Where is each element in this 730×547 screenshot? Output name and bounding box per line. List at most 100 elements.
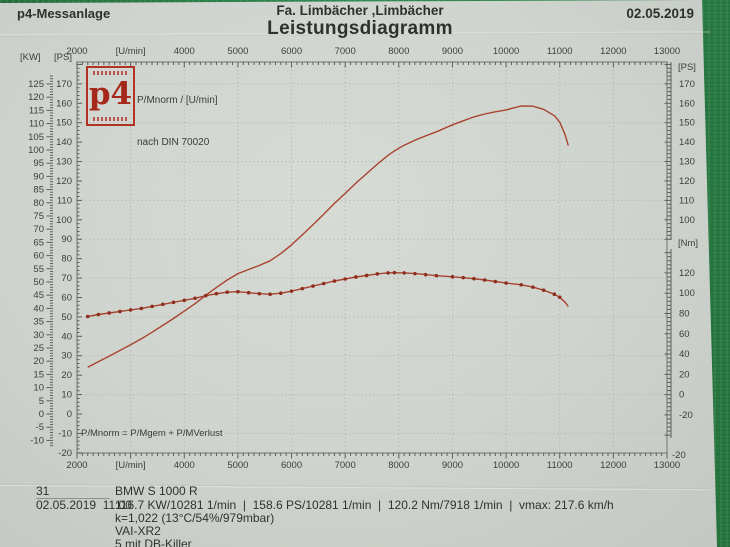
svg-text:60: 60 (61, 292, 72, 303)
svg-text:60: 60 (679, 329, 690, 340)
svg-text:10: 10 (33, 383, 44, 394)
company-name: Fa. Limbächer ,Limbächer (276, 3, 444, 18)
svg-text:0: 0 (67, 409, 72, 420)
svg-text:130: 130 (56, 157, 72, 168)
svg-text:50: 50 (33, 277, 44, 288)
kw-axis: -10 -5 0 5 10 15 20 25 30 35 40 45 50 55 60 65 70 75 80 85 9… (20, 52, 53, 446)
svg-text:40: 40 (679, 349, 690, 360)
svg-text:160: 160 (679, 98, 695, 109)
svg-text:4000: 4000 (174, 460, 195, 471)
svg-text:140: 140 (56, 137, 72, 148)
svg-text:30: 30 (33, 330, 44, 341)
svg-text:5: 5 (39, 396, 44, 407)
svg-text:140: 140 (679, 137, 695, 148)
svg-text:9000: 9000 (442, 460, 463, 471)
svg-text:12000: 12000 (600, 460, 626, 471)
svg-text:4000: 4000 (174, 46, 195, 57)
report-header: Fa. Limbächer ,Limbächer Leistungsdiagra… (120, 3, 600, 40)
svg-text:10000: 10000 (493, 46, 519, 57)
svg-text:75: 75 (33, 211, 44, 222)
svg-text:30: 30 (61, 351, 72, 362)
p4-logo: p4 (86, 66, 135, 126)
svg-text:45: 45 (33, 290, 44, 301)
logo-text: p4 (88, 76, 133, 112)
report-date: 02.05.2019 (626, 6, 694, 21)
torque-curve (87, 272, 569, 318)
svg-text:35: 35 (33, 317, 44, 328)
svg-text:-20: -20 (679, 410, 693, 421)
svg-text:95: 95 (33, 158, 44, 169)
svg-text:80: 80 (33, 198, 44, 209)
svg-text:11000: 11000 (547, 460, 573, 471)
svg-text:-5: -5 (36, 422, 44, 433)
svg-text:6000: 6000 (281, 46, 302, 57)
svg-text:12000: 12000 (600, 46, 626, 57)
x-axis-bottom: 2000 [U/min] 4000 5000 6000 7000 8000 9000 10000… (66, 453, 680, 471)
svg-text:11000: 11000 (547, 46, 573, 57)
svg-text:110: 110 (29, 119, 44, 130)
legend-line-1: P/Mnorm / [U/min] (137, 95, 218, 106)
svg-text:0: 0 (39, 409, 44, 420)
svg-text:[KW]: [KW] (20, 52, 41, 63)
svg-text:100: 100 (679, 215, 695, 226)
correction-factor: k=1,022 (13°C/54%/979mbar) (115, 511, 275, 525)
run-datetime: 02.05.2019 11:00 (36, 498, 132, 512)
svg-text:100: 100 (56, 215, 72, 226)
ps-axis-right: 100 110 120 130 140 150 160 170 [PS] (664, 62, 696, 240)
vehicle-name: BMW S 1000 R (115, 484, 198, 498)
svg-text:120: 120 (28, 92, 44, 103)
svg-text:2000: 2000 (66, 460, 87, 471)
svg-text:9000: 9000 (442, 46, 463, 57)
svg-text:[PS]: [PS] (678, 62, 696, 73)
svg-text:90: 90 (61, 234, 72, 245)
svg-text:120: 120 (679, 176, 695, 187)
test-mode: VAI-XR2 (115, 524, 161, 538)
svg-text:[PS]: [PS] (54, 52, 72, 63)
svg-text:10: 10 (61, 390, 72, 401)
svg-text:8000: 8000 (388, 46, 409, 57)
svg-text:15: 15 (33, 369, 44, 380)
svg-text:130: 130 (679, 157, 695, 168)
svg-text:5000: 5000 (227, 46, 248, 57)
svg-text:2000: 2000 (66, 46, 87, 57)
svg-text:50: 50 (61, 312, 72, 323)
page-title: Leistungsdiagramm (267, 18, 453, 39)
run-number: 31 (36, 484, 110, 499)
legend-line-2: nach DIN 70020 (137, 137, 210, 148)
svg-text:7000: 7000 (335, 460, 356, 471)
svg-text:170: 170 (679, 79, 695, 90)
svg-text:-10: -10 (30, 435, 44, 446)
svg-text:13000: 13000 (654, 460, 680, 471)
svg-text:150: 150 (56, 118, 72, 129)
svg-text:120: 120 (56, 176, 72, 187)
ps-axis-left: -20 -10 0 10 20 30 40 50 60 70 80 90 100 110 120 130 140… (54, 52, 82, 459)
svg-text:90: 90 (33, 171, 44, 182)
svg-text:-20: -20 (58, 448, 72, 459)
svg-text:25: 25 (33, 343, 44, 354)
svg-text:55: 55 (33, 264, 44, 275)
svg-text:70: 70 (33, 224, 44, 235)
svg-text:115: 115 (29, 105, 44, 116)
logo-micro-text-bottom (92, 117, 129, 121)
svg-text:6000: 6000 (281, 460, 302, 471)
svg-text:70: 70 (61, 273, 72, 284)
chart-footnote: P/Mnorm = P/Mgem + P/MVerlust (81, 428, 223, 439)
svg-text:100: 100 (679, 288, 695, 299)
svg-text:0: 0 (679, 390, 684, 401)
logo-micro-text-top (92, 71, 129, 75)
svg-text:40: 40 (33, 303, 44, 314)
svg-text:125: 125 (28, 79, 44, 90)
svg-text:13000: 13000 (654, 46, 680, 57)
svg-text:[U/min]: [U/min] (116, 460, 146, 471)
chart-legend: P/Mnorm / [U/min] nach DIN 70020 (137, 66, 218, 178)
svg-text:[Nm]: [Nm] (678, 238, 698, 249)
svg-text:85: 85 (33, 185, 44, 196)
svg-text:20: 20 (679, 369, 690, 380)
svg-text:100: 100 (28, 145, 44, 156)
svg-text:8000: 8000 (388, 460, 409, 471)
svg-text:40: 40 (61, 331, 72, 342)
svg-text:150: 150 (679, 118, 695, 129)
svg-text:-10: -10 (58, 428, 72, 439)
